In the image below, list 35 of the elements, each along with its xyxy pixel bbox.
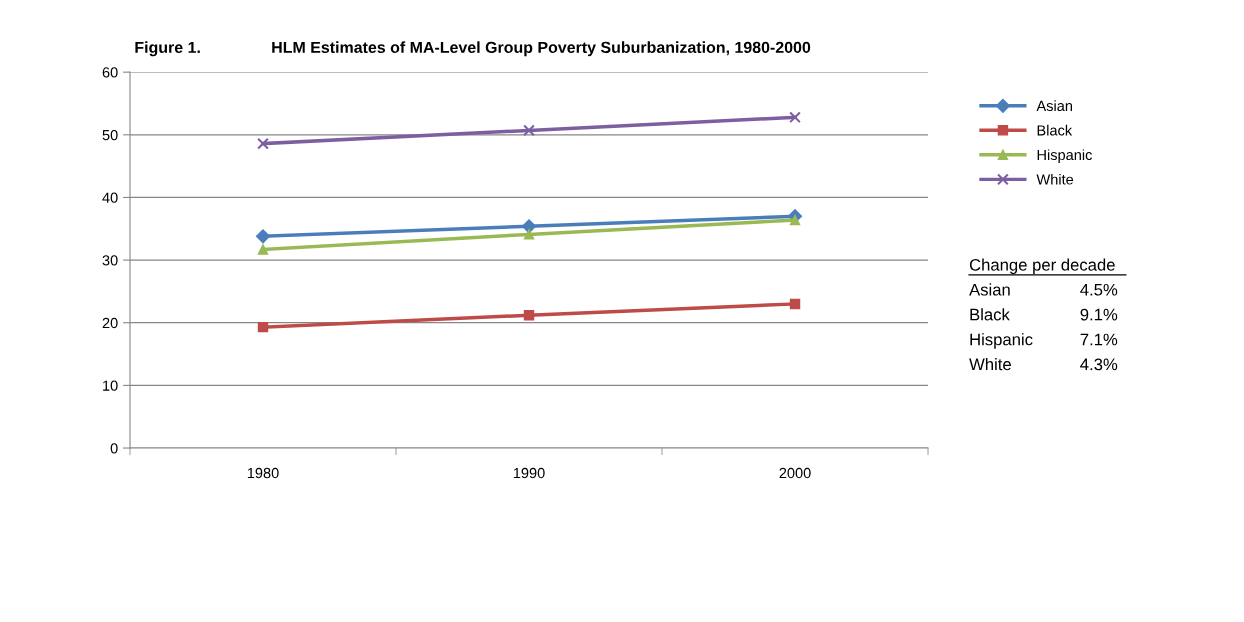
point bbox=[523, 310, 535, 321]
y-tick-label: 0 bbox=[110, 443, 118, 454]
y-tick-label: 30 bbox=[102, 255, 118, 266]
text: Hispanic bbox=[970, 333, 1033, 349]
point bbox=[789, 298, 801, 310]
text: 4.5% bbox=[1080, 283, 1118, 296]
y-tick-label: 10 bbox=[103, 380, 118, 391]
point bbox=[257, 321, 269, 333]
point bbox=[789, 111, 801, 124]
y-tick-label: 20 bbox=[102, 317, 118, 329]
text: 4.3% bbox=[1080, 358, 1118, 371]
point bbox=[257, 137, 269, 150]
legend-label: Hispanic bbox=[1037, 149, 1093, 163]
point bbox=[255, 229, 271, 244]
text: Asian bbox=[969, 283, 1010, 296]
legend-label: White bbox=[1036, 173, 1074, 185]
text: 7.1% bbox=[1080, 333, 1118, 346]
x-tick-label: 2000 bbox=[779, 467, 811, 479]
text: White bbox=[969, 358, 1011, 371]
y-tick-label: 40 bbox=[102, 192, 118, 203]
chart-title: HLM Estimates of MA-Level Group Poverty Suburbanization, 1980-2000 bbox=[272, 41, 811, 57]
legend-label: Asian bbox=[1036, 100, 1072, 112]
x-tick-label: 1980 bbox=[247, 467, 279, 479]
legend-label: Black bbox=[1037, 124, 1073, 136]
point bbox=[789, 214, 801, 226]
text: 9.1% bbox=[1080, 308, 1118, 321]
x-tick-label: 1990 bbox=[513, 467, 545, 479]
text: Change per decade bbox=[969, 258, 1115, 275]
point bbox=[523, 229, 535, 240]
point bbox=[257, 244, 269, 255]
y-tick-label: 60 bbox=[102, 67, 118, 78]
point bbox=[523, 124, 535, 137]
y-tick-label: 50 bbox=[102, 129, 118, 141]
text: Black bbox=[970, 308, 1010, 321]
caption: Figure 1. bbox=[135, 41, 200, 57]
